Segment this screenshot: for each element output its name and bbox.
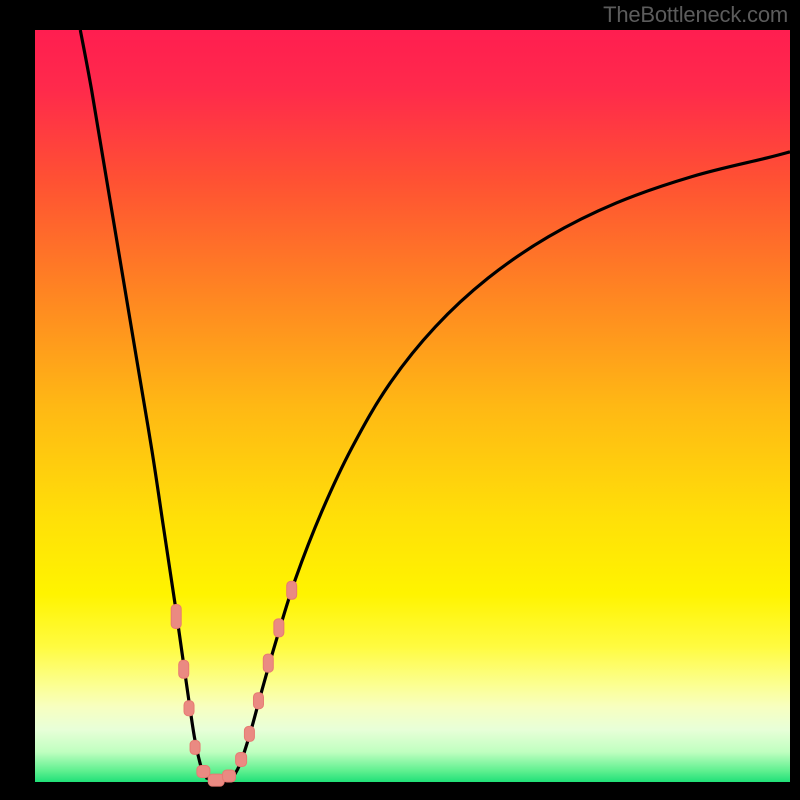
data-marker [244, 726, 254, 741]
data-marker [253, 693, 263, 709]
data-marker [287, 581, 297, 599]
chart-container: TheBottleneck.com [0, 0, 800, 800]
data-marker [208, 774, 224, 786]
data-marker [184, 701, 194, 716]
data-marker [236, 752, 247, 766]
data-marker [171, 605, 181, 629]
data-marker [263, 654, 273, 672]
bottleneck-chart [0, 0, 800, 800]
data-marker [190, 740, 200, 754]
data-marker [179, 660, 189, 678]
data-marker [197, 765, 210, 777]
data-marker [223, 770, 236, 782]
watermark-text: TheBottleneck.com [603, 2, 788, 28]
data-marker [274, 619, 284, 637]
chart-plot-background [35, 30, 790, 782]
